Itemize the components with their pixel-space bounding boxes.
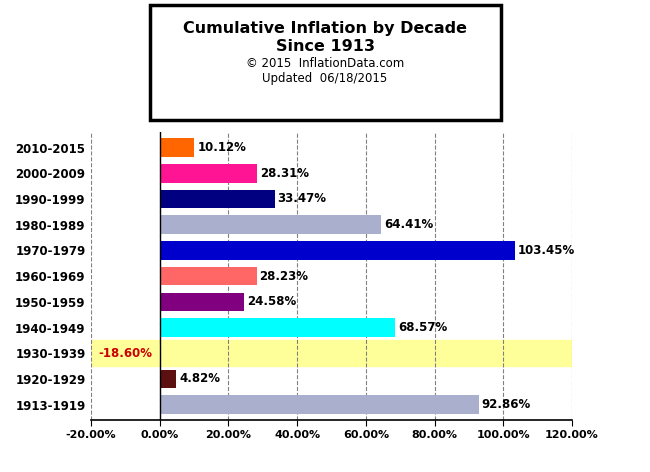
Bar [160,318,395,337]
Text: 28.23%: 28.23% [259,270,309,283]
Text: © 2015  InflationData.com: © 2015 InflationData.com [246,57,404,70]
Text: 68.57%: 68.57% [398,321,447,334]
Text: Cumulative Inflation by Decade: Cumulative Inflation by Decade [183,21,467,36]
Bar [160,396,479,414]
Bar [91,340,572,366]
Bar [160,164,257,183]
Text: 33.47%: 33.47% [278,193,326,205]
Bar [160,293,244,311]
Bar [96,344,160,362]
Text: 4.82%: 4.82% [179,372,220,386]
Text: Since 1913: Since 1913 [276,39,374,54]
Text: 24.58%: 24.58% [247,295,296,308]
Bar [160,241,515,260]
Text: 64.41%: 64.41% [384,218,433,231]
Text: Updated  06/18/2015: Updated 06/18/2015 [263,72,387,85]
Bar [160,370,176,388]
Bar [160,190,275,208]
Text: 10.12%: 10.12% [197,141,246,154]
Bar [160,138,194,157]
Text: 28.31%: 28.31% [260,167,309,180]
Bar [160,215,381,234]
Text: -18.60%: -18.60% [99,347,153,360]
Text: 92.86%: 92.86% [482,398,531,411]
Bar [160,267,257,286]
Text: 103.45%: 103.45% [518,244,575,257]
